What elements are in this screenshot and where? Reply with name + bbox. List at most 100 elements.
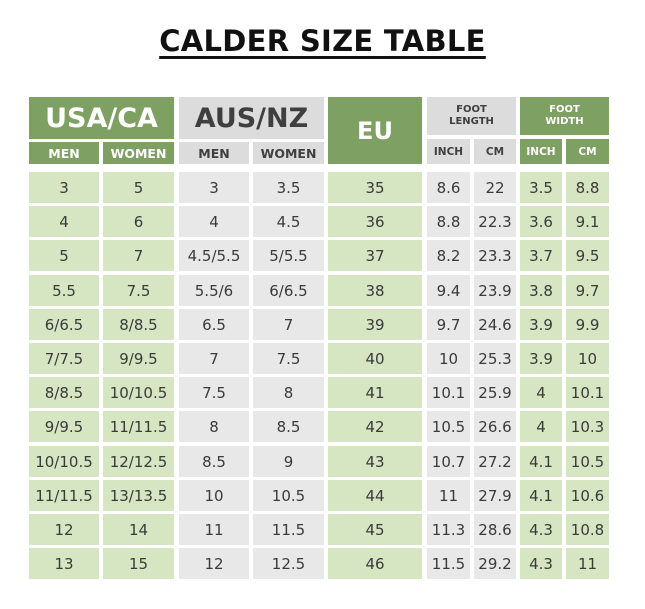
header-aus-women: WOMEN — [253, 142, 324, 164]
cell-wid-cm: 9.1 — [566, 206, 609, 237]
cell-aus-men: 8.5 — [179, 446, 249, 477]
cell-wid-inch: 4.3 — [520, 514, 562, 545]
cell-wid-cm: 10.8 — [566, 514, 609, 545]
cell-aus-women: 8 — [253, 377, 324, 408]
cell-len-cm: 27.2 — [474, 446, 516, 477]
cell-usa-men: 4 — [29, 206, 99, 237]
header-aus-men: MEN — [179, 142, 249, 164]
cell-aus-men: 3 — [179, 172, 249, 203]
cell-len-inch: 9.7 — [427, 309, 470, 340]
cell-aus-women: 8.5 — [253, 411, 324, 442]
cell-usa-men: 12 — [29, 514, 99, 545]
cell-usa-men: 5.5 — [29, 275, 99, 306]
header-width-cm: CM — [566, 139, 609, 164]
cell-aus-women: 12.5 — [253, 548, 324, 579]
cell-usa-women: 7.5 — [103, 275, 174, 306]
title-text: CALDER SIZE TABLE — [159, 24, 486, 58]
cell-aus-men: 6.5 — [179, 309, 249, 340]
cell-wid-cm: 9.5 — [566, 240, 609, 271]
cell-usa-women: 12/12.5 — [103, 446, 174, 477]
cell-wid-inch: 4.1 — [520, 446, 562, 477]
cell-eu: 45 — [328, 514, 422, 545]
cell-aus-women: 4.5 — [253, 206, 324, 237]
cell-aus-women: 3.5 — [253, 172, 324, 203]
cell-aus-men: 7.5 — [179, 377, 249, 408]
cell-usa-men: 7/7.5 — [29, 343, 99, 374]
cell-wid-inch: 3.6 — [520, 206, 562, 237]
cell-len-inch: 10 — [427, 343, 470, 374]
cell-aus-women: 5/5.5 — [253, 240, 324, 271]
cell-len-cm: 23.9 — [474, 275, 516, 306]
cell-wid-inch: 3.7 — [520, 240, 562, 271]
cell-wid-cm: 10.1 — [566, 377, 609, 408]
cell-wid-inch: 3.9 — [520, 309, 562, 340]
cell-len-cm: 29.2 — [474, 548, 516, 579]
cell-usa-men: 10/10.5 — [29, 446, 99, 477]
cell-aus-men: 10 — [179, 480, 249, 511]
cell-aus-men: 11 — [179, 514, 249, 545]
cell-aus-men: 4.5/5.5 — [179, 240, 249, 271]
cell-len-cm: 27.9 — [474, 480, 516, 511]
header-length-inch: INCH — [427, 139, 470, 164]
cell-eu: 46 — [328, 548, 422, 579]
page-title: CALDER SIZE TABLE — [0, 24, 645, 58]
cell-aus-women: 6/6.5 — [253, 275, 324, 306]
header-usa-men: MEN — [29, 142, 99, 164]
header-aus-nz: AUS/NZ — [179, 97, 324, 139]
cell-wid-inch: 3.8 — [520, 275, 562, 306]
cell-len-inch: 10.1 — [427, 377, 470, 408]
cell-usa-women: 14 — [103, 514, 174, 545]
cell-len-cm: 28.6 — [474, 514, 516, 545]
cell-wid-inch: 4 — [520, 377, 562, 408]
header-eu: EU — [328, 97, 422, 164]
cell-wid-cm: 8.8 — [566, 172, 609, 203]
cell-usa-women: 13/13.5 — [103, 480, 174, 511]
cell-len-inch: 9.4 — [427, 275, 470, 306]
cell-usa-women: 11/11.5 — [103, 411, 174, 442]
cell-aus-men: 7 — [179, 343, 249, 374]
cell-len-inch: 8.2 — [427, 240, 470, 271]
cell-eu: 43 — [328, 446, 422, 477]
cell-aus-women: 7 — [253, 309, 324, 340]
cell-aus-men: 4 — [179, 206, 249, 237]
cell-wid-inch: 4.1 — [520, 480, 562, 511]
cell-wid-cm: 10.3 — [566, 411, 609, 442]
cell-eu: 40 — [328, 343, 422, 374]
cell-aus-men: 12 — [179, 548, 249, 579]
cell-usa-men: 8/8.5 — [29, 377, 99, 408]
header-usa-women: WOMEN — [103, 142, 174, 164]
cell-aus-men: 8 — [179, 411, 249, 442]
cell-usa-men: 3 — [29, 172, 99, 203]
cell-aus-women: 7.5 — [253, 343, 324, 374]
cell-len-inch: 11.5 — [427, 548, 470, 579]
cell-len-inch: 8.8 — [427, 206, 470, 237]
cell-usa-men: 5 — [29, 240, 99, 271]
cell-wid-cm: 9.9 — [566, 309, 609, 340]
header-foot-width: FOOT WIDTH — [520, 97, 609, 135]
cell-usa-women: 9/9.5 — [103, 343, 174, 374]
cell-len-cm: 22.3 — [474, 206, 516, 237]
cell-eu: 44 — [328, 480, 422, 511]
cell-wid-inch: 3.5 — [520, 172, 562, 203]
cell-len-inch: 11.3 — [427, 514, 470, 545]
header-usa-ca: USA/CA — [29, 97, 174, 139]
cell-usa-women: 7 — [103, 240, 174, 271]
cell-wid-inch: 4 — [520, 411, 562, 442]
header-length-cm: CM — [474, 139, 516, 164]
cell-usa-men: 11/11.5 — [29, 480, 99, 511]
cell-wid-cm: 10.5 — [566, 446, 609, 477]
cell-wid-cm: 9.7 — [566, 275, 609, 306]
cell-wid-inch: 4.3 — [520, 548, 562, 579]
cell-usa-women: 10/10.5 — [103, 377, 174, 408]
cell-aus-men: 5.5/6 — [179, 275, 249, 306]
cell-usa-men: 13 — [29, 548, 99, 579]
cell-len-inch: 10.7 — [427, 446, 470, 477]
cell-len-cm: 25.9 — [474, 377, 516, 408]
cell-usa-women: 15 — [103, 548, 174, 579]
cell-eu: 41 — [328, 377, 422, 408]
header-foot-length: FOOT LENGTH — [427, 97, 516, 135]
cell-usa-women: 6 — [103, 206, 174, 237]
cell-usa-women: 8/8.5 — [103, 309, 174, 340]
cell-wid-cm: 11 — [566, 548, 609, 579]
